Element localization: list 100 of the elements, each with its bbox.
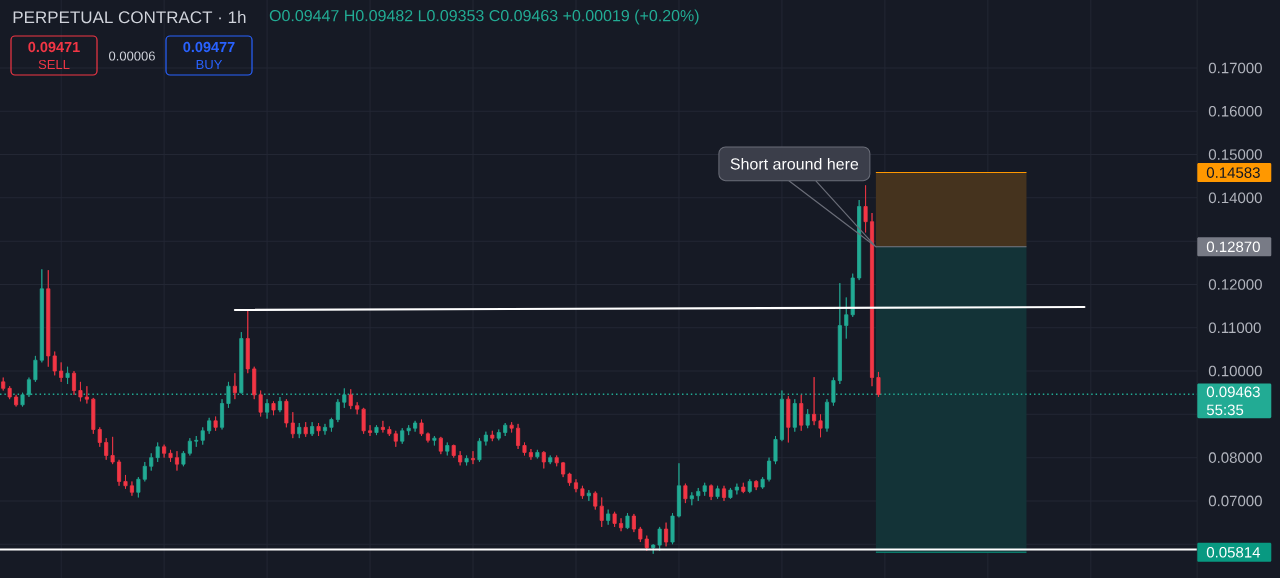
candlestick <box>207 417 212 435</box>
candlestick <box>490 430 495 442</box>
candlestick <box>812 376 817 426</box>
candlestick <box>503 422 508 437</box>
candlestick <box>606 509 611 526</box>
candlestick <box>252 366 257 400</box>
candlestick <box>676 462 681 518</box>
candlestick <box>741 482 746 494</box>
candlestick <box>303 421 308 438</box>
candlestick <box>554 455 559 467</box>
candlestick <box>438 436 443 455</box>
y-tick-label: 0.11000 <box>1208 322 1261 334</box>
candlestick <box>46 269 51 368</box>
candlestick <box>773 435 778 465</box>
candlestick <box>129 481 134 497</box>
candlestick <box>265 398 270 420</box>
candlestick <box>361 407 366 435</box>
text: O0.09447 H0.09482 L0.09353 C0.09463 +0.00019 (+0.20%) <box>269 9 699 25</box>
candlestick <box>857 199 862 281</box>
candlestick <box>432 435 437 446</box>
candlestick <box>78 381 83 402</box>
candlestick <box>721 485 727 502</box>
annotation: SELL <box>38 59 70 70</box>
candlestick <box>162 444 167 459</box>
candlestick <box>728 487 733 500</box>
candlestick <box>355 401 360 415</box>
candlestick <box>844 297 849 339</box>
candlestick <box>876 371 881 398</box>
candlestick <box>232 372 237 400</box>
candlestick <box>393 430 398 448</box>
candlestick <box>805 408 810 429</box>
candlestick <box>561 461 566 478</box>
candlestick <box>329 417 334 433</box>
candlestick <box>181 450 186 467</box>
candlestick <box>168 449 173 463</box>
text: 0.05814 <box>1206 546 1261 558</box>
candlestick <box>335 398 340 423</box>
candlestick <box>374 424 379 436</box>
candlestick <box>110 436 115 465</box>
y-tick-label: 0.12000 <box>1208 279 1262 290</box>
candlestick <box>754 479 759 491</box>
candlestick <box>84 385 89 404</box>
candlestick <box>541 450 546 469</box>
candlestick <box>664 522 669 547</box>
candlestick <box>786 395 791 443</box>
text: PERPETUAL CONTRACT · 1h <box>13 10 246 24</box>
candlestick <box>220 398 225 430</box>
candlestick <box>39 268 44 363</box>
candlestick <box>52 351 57 376</box>
candlestick <box>290 411 295 439</box>
candlestick <box>767 457 772 482</box>
candlestick <box>117 459 122 487</box>
candlestick <box>348 388 353 410</box>
candlestick <box>593 491 598 510</box>
candlestick <box>59 361 64 383</box>
candlestick <box>709 484 714 501</box>
candlestick <box>310 421 315 437</box>
candlestick <box>123 474 128 490</box>
candlestick <box>322 423 328 436</box>
candlestick <box>683 483 688 504</box>
text: 0.12870 <box>1206 241 1260 253</box>
annotation: 0.09477 <box>183 41 235 53</box>
annotation: Short around here <box>730 157 859 170</box>
candlestick <box>149 452 154 472</box>
candlestick <box>651 543 656 555</box>
candlestick <box>406 424 411 436</box>
candlestick <box>194 435 199 448</box>
candlestick <box>599 497 604 528</box>
candlestick <box>33 355 38 383</box>
y-tick-label: 0.08000 <box>1208 452 1262 463</box>
candlestick <box>586 489 591 502</box>
candlestick <box>619 517 624 532</box>
candlestick <box>387 426 392 437</box>
candlestick <box>200 426 205 446</box>
candlestick <box>799 394 804 432</box>
candlestick <box>342 387 347 409</box>
candlestick <box>425 432 430 443</box>
candlestick <box>567 472 572 487</box>
y-tick-label: 0.16000 <box>1208 105 1262 117</box>
candlestick <box>631 513 636 533</box>
candlestick <box>297 422 302 439</box>
candlestick <box>483 431 488 446</box>
candlestick <box>573 478 578 493</box>
candlestick <box>689 491 694 506</box>
candlestick <box>818 413 823 438</box>
candlestick <box>477 437 482 463</box>
candlestick <box>155 442 160 463</box>
candlestick <box>863 184 868 233</box>
candlestick <box>1 377 6 391</box>
candlestick <box>174 450 179 472</box>
candlestick <box>104 437 109 461</box>
candlestick <box>400 427 405 445</box>
candlestick <box>496 429 501 441</box>
candlestick <box>548 455 553 465</box>
candlestick <box>670 512 675 545</box>
candlestick <box>316 422 321 437</box>
text: 55:35 <box>1206 404 1244 416</box>
annotation: 0.09471 <box>28 41 80 53</box>
candlestick <box>72 370 77 396</box>
y-tick-label: 0.14000 <box>1208 192 1262 204</box>
